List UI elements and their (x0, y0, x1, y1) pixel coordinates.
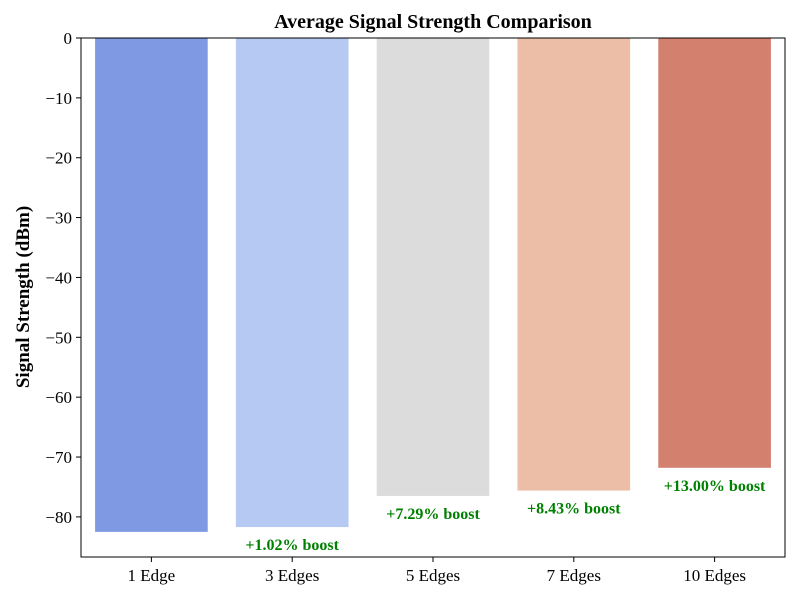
y-tick-label: −50 (45, 328, 72, 347)
bar-10-edges (658, 38, 771, 468)
x-tick-label: 5 Edges (406, 566, 460, 585)
x-tick-label: 10 Edges (683, 566, 746, 585)
y-tick-label: −70 (45, 448, 72, 467)
bar-1-edge (95, 38, 208, 532)
y-tick-label: −40 (45, 268, 72, 287)
y-axis-ticks: 0 −10 −20 −30 −40 −50 −60 −70 −80 (45, 29, 81, 527)
x-tick-label: 3 Edges (265, 566, 319, 585)
boost-annotation: +1.02% boost (245, 537, 339, 554)
boost-annotation: +7.29% boost (386, 506, 480, 523)
y-tick-label: −80 (45, 508, 72, 527)
x-axis-ticks: 1 Edge 3 Edges 5 Edges 7 Edges 10 Edges (128, 557, 746, 585)
boost-annotation: +8.43% boost (527, 501, 621, 518)
bar-5-edges (376, 38, 490, 496)
plot-frame (80, 37, 786, 558)
annotations-group: +1.02% boost +7.29% boost +8.43% boost +13.… (245, 478, 766, 554)
bar-3-edges (235, 38, 349, 528)
y-tick-label: −30 (45, 209, 72, 228)
y-axis-label: Signal Strength (dBm) (13, 206, 34, 388)
x-tick-label: 1 Edge (128, 566, 176, 585)
boost-annotation: +13.00% boost (664, 478, 766, 495)
y-tick-label: −20 (45, 149, 72, 168)
chart-title: Average Signal Strength Comparison (274, 11, 592, 33)
x-tick-label: 7 Edges (547, 566, 601, 585)
y-tick-label: −60 (45, 388, 72, 407)
bar-7-edges (517, 38, 631, 491)
bars-group (95, 38, 771, 532)
y-tick-label: −10 (45, 89, 72, 108)
y-tick-label: 0 (64, 29, 73, 48)
